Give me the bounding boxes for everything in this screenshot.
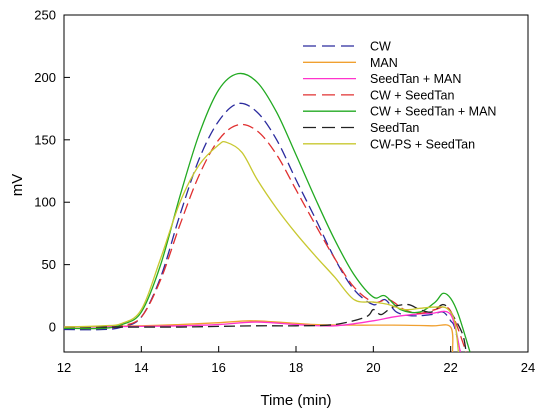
plot-frame [63,14,529,353]
y-tick-label: 250 [34,8,56,23]
y-axis-title: mV [9,174,26,197]
x-tick-label: 20 [366,360,380,375]
legend-label-5: CW + SeedTan + MAN [370,105,496,119]
legend: CW MAN SeedTan + MAN CW + SeedTan CW + SeedT… [303,40,496,151]
series-layer [64,72,471,352]
y-tick-label: 150 [34,132,56,147]
series-line-1 [64,102,461,352]
series-line-4 [64,123,467,352]
y-tick-label: 100 [34,195,56,210]
series-line-3 [64,310,461,352]
x-tick-label: 22 [443,360,457,375]
legend-label-6: SeedTan [370,121,419,135]
series-line-7 [64,140,460,352]
x-tick-label: 16 [211,360,225,375]
y-tick-label: 50 [42,257,56,272]
x-tick-label: 24 [521,360,535,375]
x-tick-label: 18 [289,360,303,375]
series-line-6 [64,303,467,352]
legend-label-7: CW-PS + SeedTan [370,137,475,151]
y-tick-label: 200 [34,70,56,85]
x-axis: 12 14 16 18 20 22 24 [57,346,535,375]
x-tick-label: 14 [134,360,148,375]
x-axis-title: Time (min) [260,392,331,409]
series-line-5 [64,72,471,352]
x-tick-label: 12 [57,360,71,375]
y-axis: 0 50 100 150 200 250 [34,8,70,335]
legend-label-1: CW [370,40,391,54]
legend-label-2: MAN [370,56,398,70]
legend-label-4: CW + SeedTan [370,88,454,102]
y-tick-label: 0 [49,320,56,335]
series-line-2 [64,320,454,352]
legend-label-3: SeedTan + MAN [370,72,461,86]
